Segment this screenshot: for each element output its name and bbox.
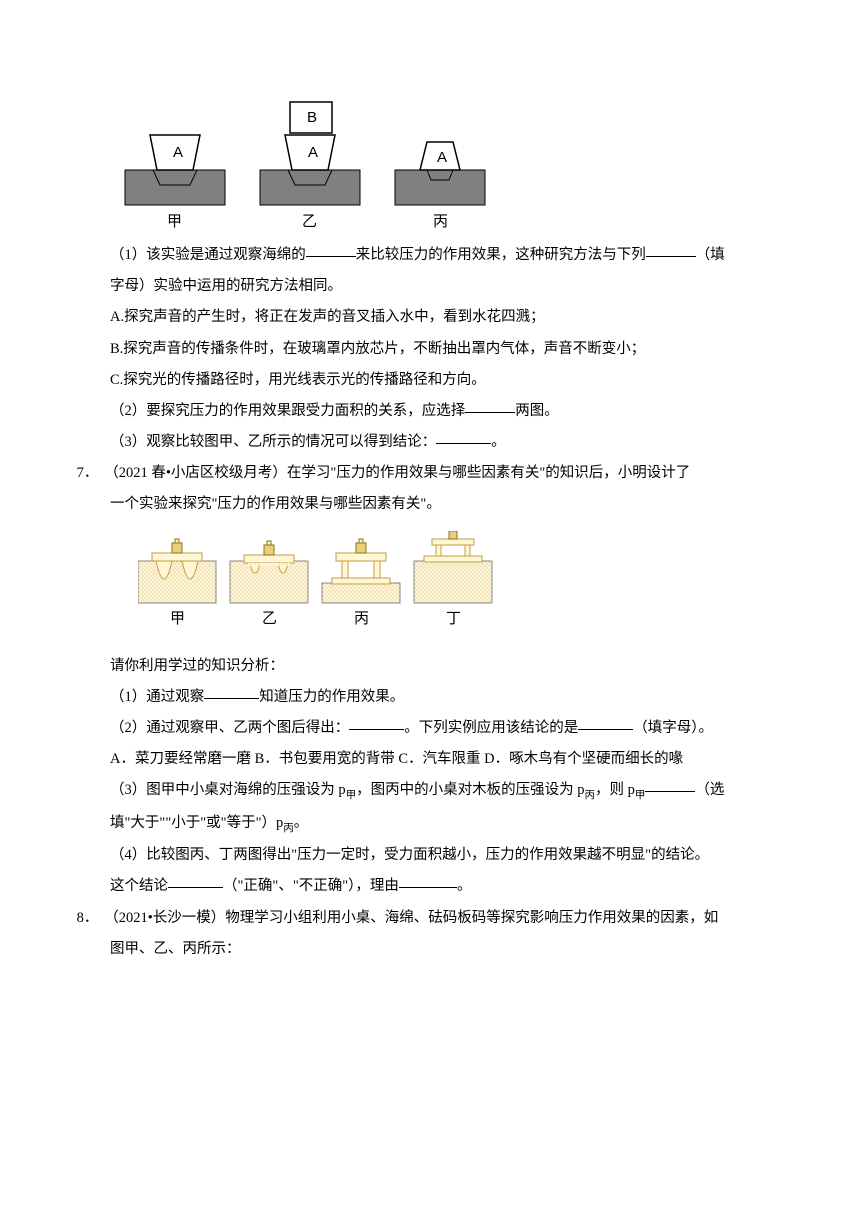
svg-text:甲: 甲: [170, 611, 185, 627]
q8-head-line2: 图甲、乙、丙所示：: [110, 934, 770, 965]
q7-p3-line2: 填"大于""小于"或"等于"）p丙。: [110, 808, 770, 840]
q8-head-line1: 8．（2021•长沙一模）物理学习小组利用小桌、海绵、砝码板码等探究影响压力作用…: [104, 903, 770, 934]
q6-diagram-svg: A 甲 A B 乙 A 丙: [120, 100, 500, 230]
q7-diagram-svg: 甲 乙: [138, 531, 498, 631]
q6-p2: （2）要探究压力的作用效果跟受力面积的关系，应选择两图。: [110, 396, 770, 427]
q7-number: 7．: [69, 458, 104, 489]
q8-number: 8．: [69, 903, 104, 934]
q7-p3-line1: （3）图甲中小桌对海绵的压强设为 p甲，图丙中的小桌对木板的压强设为 p丙，则 …: [110, 775, 770, 807]
svg-text:A: A: [437, 149, 447, 166]
svg-text:丙: 丙: [354, 611, 369, 627]
svg-text:丁: 丁: [446, 611, 461, 627]
q6-p1-line1: （1）该实验是通过观察海绵的来比较压力的作用效果，这种研究方法与下列（填: [110, 240, 770, 271]
blank: [465, 399, 515, 413]
svg-text:A: A: [173, 144, 183, 161]
q7-lead: 请你利用学过的知识分析：: [110, 651, 770, 682]
q6-p3: （3）观察比较图甲、乙所示的情况可以得到结论：。: [110, 427, 770, 458]
blank: [399, 874, 457, 888]
q7-opts: A．菜刀要经常磨一磨 B．书包要用宽的背带 C．汽车限重 D．啄木鸟有个坚硬而细…: [110, 744, 770, 775]
blank: [349, 716, 404, 730]
q6-p1-line2: 字母）实验中运用的研究方法相同。: [110, 271, 770, 302]
svg-text:甲: 甲: [167, 214, 182, 230]
q7-p4-line2: 这个结论（"正确"、"不正确"），理由。: [110, 871, 770, 902]
blank: [168, 874, 223, 888]
q6-optB: B.探究声音的传播条件时，在玻璃罩内放芯片，不断抽出罩内气体，声音不断变小；: [110, 334, 770, 365]
svg-text:A: A: [308, 144, 318, 161]
blank: [436, 430, 491, 444]
blank: [306, 243, 356, 257]
q6-optC: C.探究光的传播路径时，用光线表示光的传播路径和方向。: [110, 365, 770, 396]
q6-optA: A.探究声音的产生时，将正在发声的音叉插入水中，看到水花四溅；: [110, 302, 770, 333]
q7-head-line2: 一个实验来探究"压力的作用效果与哪些因素有关"。: [110, 489, 770, 520]
blank: [204, 685, 259, 699]
blank: [578, 716, 633, 730]
q6-figure: A 甲 A B 乙 A 丙: [120, 100, 770, 230]
svg-text:乙: 乙: [302, 214, 317, 230]
q7-p1: （1）通过观察知道压力的作用效果。: [110, 682, 770, 713]
q7-p4-line1: （4）比较图丙、丁两图得出"压力一定时，受力面积越小，压力的作用效果越不明显"的…: [110, 840, 770, 871]
svg-text:丙: 丙: [433, 214, 448, 230]
q7-head-line1: 7．（2021 春•小店区校级月考）在学习"压力的作用效果与哪些因素有关"的知识…: [104, 458, 770, 489]
blank: [645, 778, 695, 792]
svg-text:乙: 乙: [262, 611, 277, 627]
q7-p2: （2）通过观察甲、乙两个图后得出：。下列实例应用该结论的是（填字母）。: [110, 713, 770, 744]
blank: [646, 243, 696, 257]
q7-figure: 甲 乙: [138, 531, 770, 643]
svg-text:B: B: [307, 109, 317, 126]
